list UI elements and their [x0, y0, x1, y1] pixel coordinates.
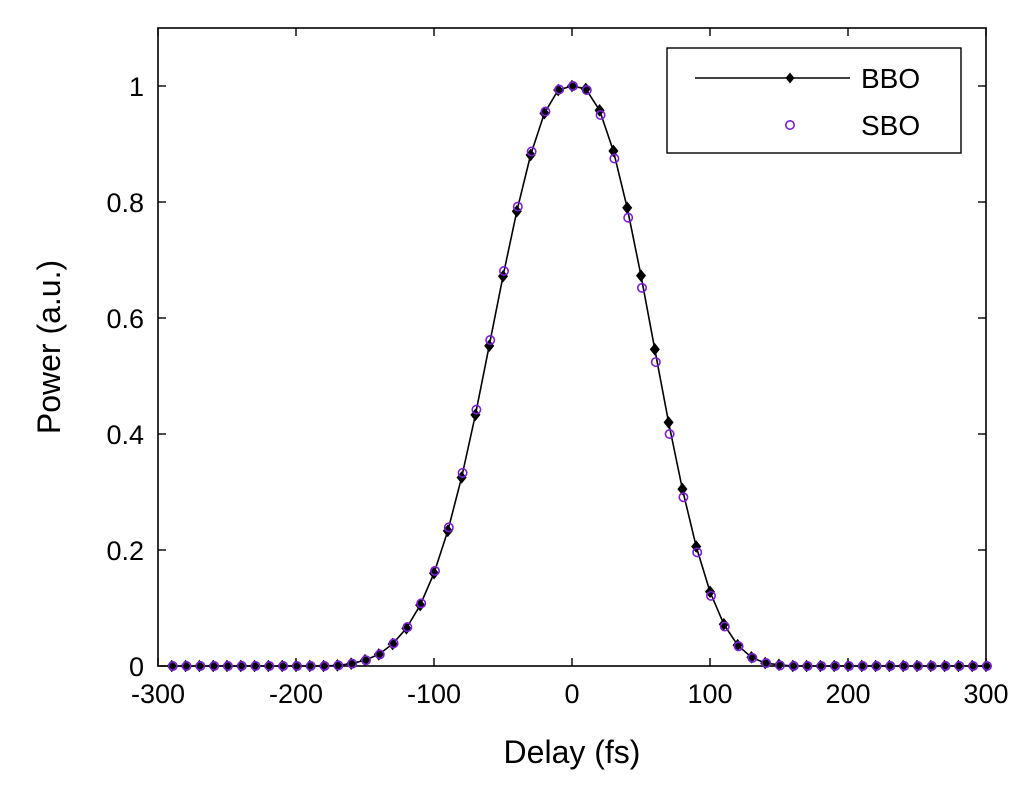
bbo-data-point — [663, 416, 674, 429]
sbo-data-point — [678, 492, 689, 503]
sbo-data-point — [581, 85, 592, 96]
bbo-data-point — [635, 269, 647, 282]
sbo-data-point — [471, 404, 482, 415]
legend-sbo-circle-marker — [784, 120, 795, 131]
sbo-data-point — [485, 335, 496, 346]
sbo-data-point — [388, 638, 399, 649]
sbo-data-point — [236, 660, 247, 671]
x-axis-title: Delay (fs) — [504, 734, 641, 770]
sbo-data-point — [305, 660, 316, 671]
y-axis-ticks: 0 0.2 0.4 0.6 0.8 1 — [106, 72, 986, 682]
sbo-data-point — [167, 660, 178, 671]
sbo-data-point — [788, 660, 799, 671]
legend-bbo-diamond-marker — [785, 72, 795, 84]
sbo-data-point — [623, 212, 634, 223]
sbo-data-point — [954, 660, 965, 671]
sbo-data-point — [291, 660, 302, 671]
y-tick-label: 0 — [129, 652, 144, 682]
sbo-data-point — [636, 282, 647, 293]
sbo-data-point — [457, 467, 468, 478]
x-tick-label: 200 — [825, 679, 870, 709]
sbo-data-point — [595, 110, 606, 121]
sbo-data-point — [223, 660, 234, 671]
sbo-data-point — [733, 641, 744, 652]
sbo-data-point — [940, 660, 951, 671]
sbo-data-point — [719, 621, 730, 632]
sbo-data-point — [319, 660, 330, 671]
y-tick-label: 0.6 — [106, 304, 144, 334]
sbo-data-point — [650, 357, 661, 368]
sbo-data-point — [526, 146, 537, 157]
bbo-data-point — [677, 482, 688, 496]
sbo-data-point — [705, 590, 716, 601]
sbo-data-point — [429, 565, 440, 576]
legend-sbo-label: SBO — [861, 110, 920, 141]
sbo-data-point — [871, 660, 882, 671]
sbo-data-point — [347, 658, 358, 669]
sbo-data-point — [761, 658, 772, 669]
sbo-data-point — [816, 660, 827, 671]
sbo-data-point — [443, 522, 454, 533]
x-tick-label: -100 — [407, 679, 461, 709]
y-tick-label: 1 — [129, 72, 144, 102]
legend-bbo-label: BBO — [861, 63, 920, 94]
sbo-data-point — [774, 660, 785, 671]
sbo-data-point — [554, 84, 565, 95]
sbo-data-point — [209, 660, 220, 671]
sbo-data-point — [181, 660, 192, 671]
x-axis-ticks: -300 -200 -100 0 100 200 300 — [131, 28, 1009, 709]
sbo-data-point — [333, 660, 344, 671]
series-layer — [166, 79, 992, 673]
sbo-data-point — [912, 660, 923, 671]
sbo-data-point — [692, 547, 703, 558]
x-tick-label: 0 — [564, 679, 579, 709]
sbo-data-point — [360, 655, 371, 666]
sbo-data-point — [857, 660, 868, 671]
bbo-data-point — [649, 343, 660, 356]
x-tick-label: 300 — [963, 679, 1008, 709]
sbo-data-point — [278, 660, 289, 671]
y-tick-label: 0.8 — [106, 188, 144, 218]
sbo-data-point — [416, 598, 427, 609]
sbo-data-point — [664, 428, 675, 439]
sbo-data-point — [195, 660, 206, 671]
sbo-data-point — [402, 622, 413, 633]
y-tick-label: 0.4 — [106, 420, 144, 450]
sbo-data-point — [885, 660, 896, 671]
y-axis-title: Power (a.u.) — [31, 260, 67, 434]
sbo-data-point — [567, 81, 578, 92]
legend: BBO SBO — [666, 47, 962, 154]
y-tick-label: 0.2 — [106, 536, 144, 566]
sbo-data-point — [747, 652, 758, 663]
sbo-data-point — [264, 660, 275, 671]
sbo-data-point — [830, 660, 841, 671]
sbo-data-point — [609, 153, 620, 164]
sbo-data-point — [512, 201, 523, 212]
sbo-data-point — [926, 660, 937, 671]
x-tick-label: 100 — [687, 679, 732, 709]
sbo-data-point — [899, 660, 910, 671]
sbo-data-point — [843, 660, 854, 671]
sbo-data-point — [498, 266, 509, 277]
sbo-data-point — [968, 660, 979, 671]
legend-box — [666, 47, 962, 154]
sbo-data-point — [802, 660, 813, 671]
x-tick-label: -300 — [131, 679, 185, 709]
sbo-data-point — [374, 649, 385, 660]
sbo-data-point — [250, 660, 261, 671]
x-tick-label: -200 — [269, 679, 323, 709]
sbo-data-point — [540, 106, 551, 117]
sbo-data-point — [981, 660, 992, 671]
